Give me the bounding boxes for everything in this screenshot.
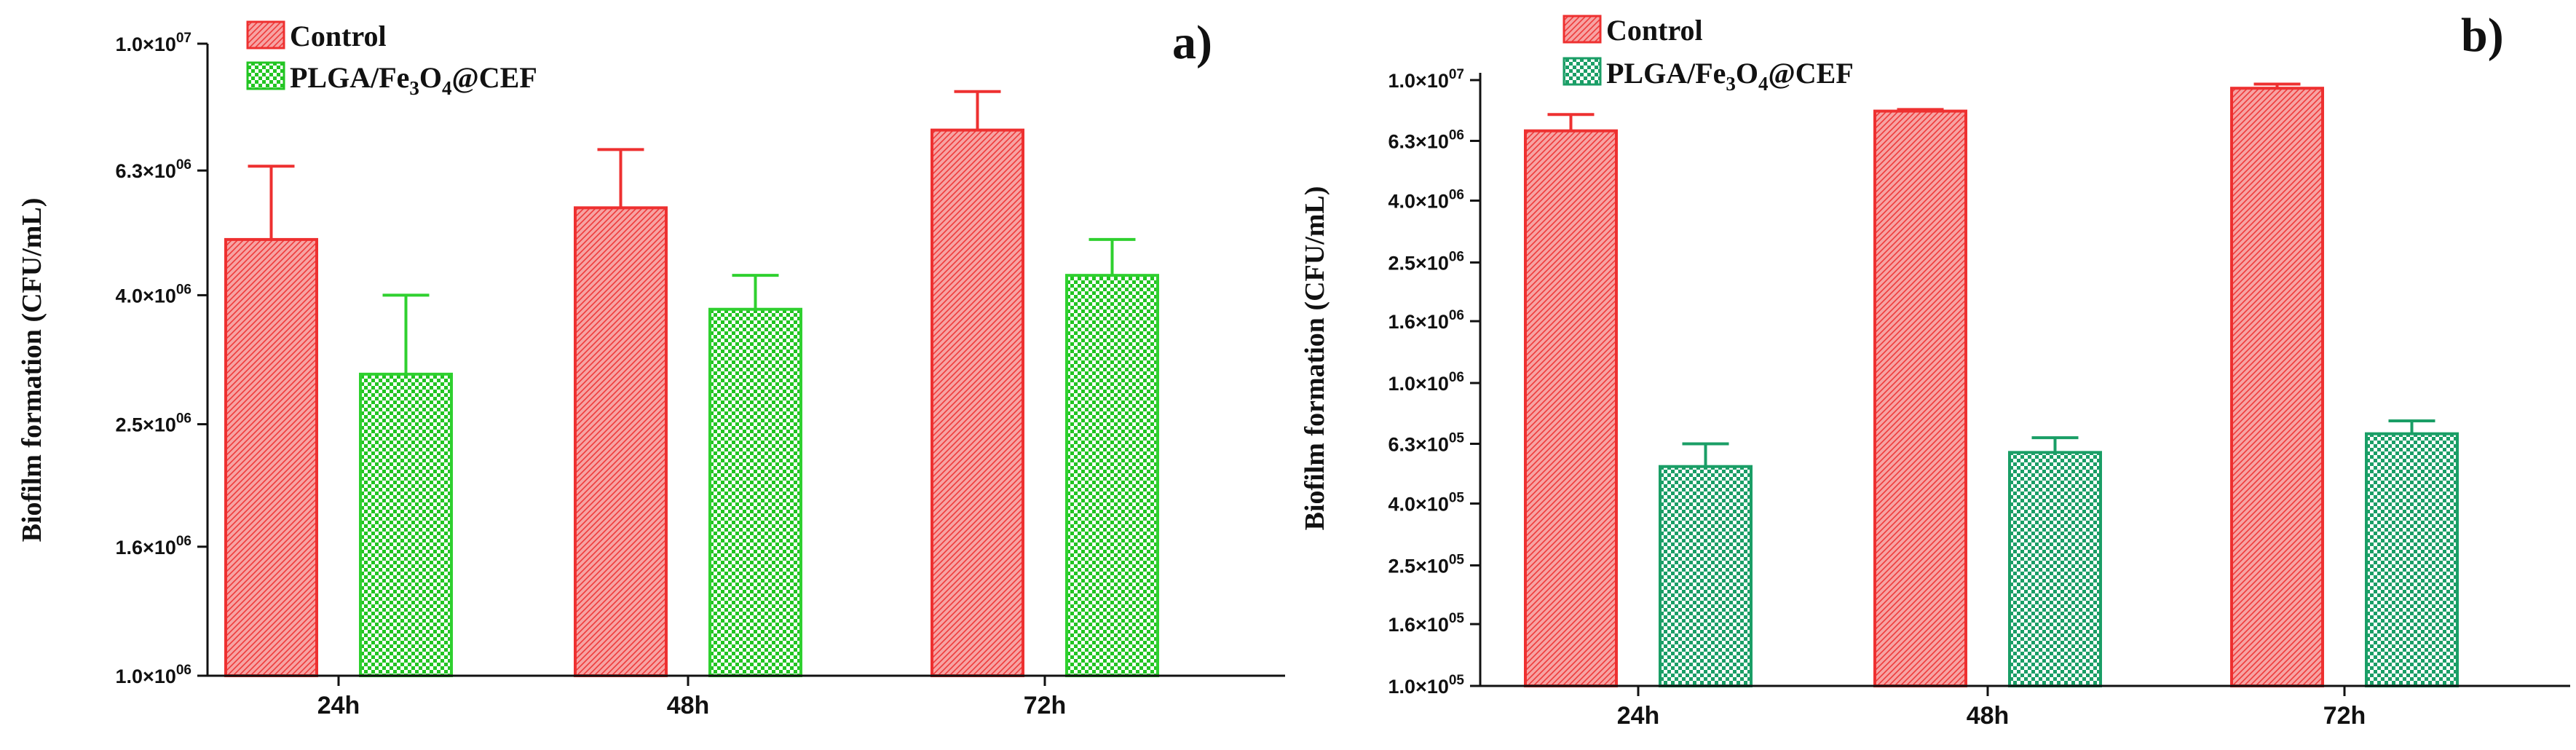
legend-swatch-treated bbox=[1562, 57, 1602, 86]
bar-control-72h bbox=[2230, 87, 2324, 687]
bar-control-72h bbox=[931, 128, 1024, 678]
x-tick-label: 72h bbox=[2323, 702, 2366, 730]
bar-treated-48h bbox=[2008, 451, 2102, 687]
y-tick-label: 6.3×1005 bbox=[1388, 430, 1465, 455]
y-tick-label: 4.0×1006 bbox=[1388, 188, 1464, 213]
x-tick-label: 72h bbox=[1024, 692, 1067, 719]
panel-label: a) bbox=[1172, 16, 1212, 69]
y-tick-label: 1.0×1005 bbox=[1388, 673, 1465, 698]
legend-label-treated: PLGA/Fe3O4@CEF bbox=[1606, 57, 1854, 95]
bar-treated-24h bbox=[1659, 465, 1753, 687]
bar-treated-72h bbox=[1065, 274, 1159, 678]
legend-label-control: Control bbox=[290, 20, 387, 52]
y-tick-label: 2.5×1006 bbox=[116, 411, 191, 436]
y-tick-label: 6.3×1006 bbox=[1388, 127, 1464, 152]
y-tick-label: 1.6×1006 bbox=[116, 534, 191, 558]
legend: Control PLGA/Fe3O4@CEF bbox=[246, 20, 537, 99]
legend-swatch-treated bbox=[246, 61, 285, 90]
y-ticks: 1.0×1006 1.6×1006 2.5×1006 4.0×1006 6.3×1006… bbox=[116, 31, 208, 687]
panel-label: b) bbox=[2461, 9, 2504, 62]
x-tick-label: 48h bbox=[667, 692, 710, 719]
bar-treated-72h bbox=[2365, 432, 2459, 687]
y-tick-label: 4.0×1006 bbox=[116, 282, 191, 307]
bar-control-48h bbox=[574, 206, 668, 677]
x-tick-label: 24h bbox=[1617, 702, 1660, 730]
x-categories: 24h 48h 72h bbox=[1617, 686, 2366, 730]
y-tick-label: 1.0×1006 bbox=[1388, 370, 1464, 395]
bars bbox=[1524, 82, 2459, 688]
bar-control-48h bbox=[1873, 109, 1967, 687]
bar-control-24h bbox=[224, 237, 318, 677]
bar-treated-48h bbox=[708, 307, 802, 677]
y-tick-label: 1.0×1006 bbox=[116, 663, 191, 687]
y-tick-label: 1.6×1005 bbox=[1388, 611, 1465, 636]
x-tick-label: 24h bbox=[317, 692, 360, 719]
legend-swatch-control bbox=[246, 20, 285, 50]
bars bbox=[224, 90, 1159, 678]
legend: Control PLGA/Fe3O4@CEF bbox=[1562, 14, 1854, 95]
y-axis-label: Biofilm formation (CFU/mL) bbox=[17, 198, 47, 542]
legend-label-control: Control bbox=[1606, 14, 1703, 47]
panel-b: Biofilm formation (CFU/mL) 1.0×1005 1.6×1… bbox=[1300, 9, 2570, 730]
y-tick-label: 1.0×1007 bbox=[116, 31, 191, 55]
legend-swatch-control bbox=[1562, 15, 1602, 44]
y-tick-label: 1.6×1006 bbox=[1388, 308, 1464, 333]
y-tick-label: 2.5×1005 bbox=[1388, 552, 1465, 577]
panel-a: Biofilm formation (CFU/mL) 1.0×1006 1.6×1… bbox=[17, 16, 1285, 719]
y-tick-label: 6.3×1006 bbox=[116, 157, 191, 182]
bar-control-24h bbox=[1524, 129, 1618, 688]
x-tick-label: 48h bbox=[1967, 702, 2010, 730]
y-tick-label: 1.0×1007 bbox=[1388, 67, 1464, 92]
y-tick-label: 2.5×1006 bbox=[1388, 249, 1464, 274]
x-categories: 24h 48h 72h bbox=[317, 676, 1067, 719]
y-ticks: 1.0×1005 1.6×1005 2.5×1005 4.0×1005 6.3×1005… bbox=[1388, 67, 1480, 698]
bar-treated-24h bbox=[359, 372, 453, 677]
y-tick-label: 4.0×1005 bbox=[1388, 491, 1465, 516]
y-axis-label: Biofilm formation (CFU/mL) bbox=[1300, 186, 1330, 531]
legend-label-treated: PLGA/Fe3O4@CEF bbox=[290, 61, 537, 99]
